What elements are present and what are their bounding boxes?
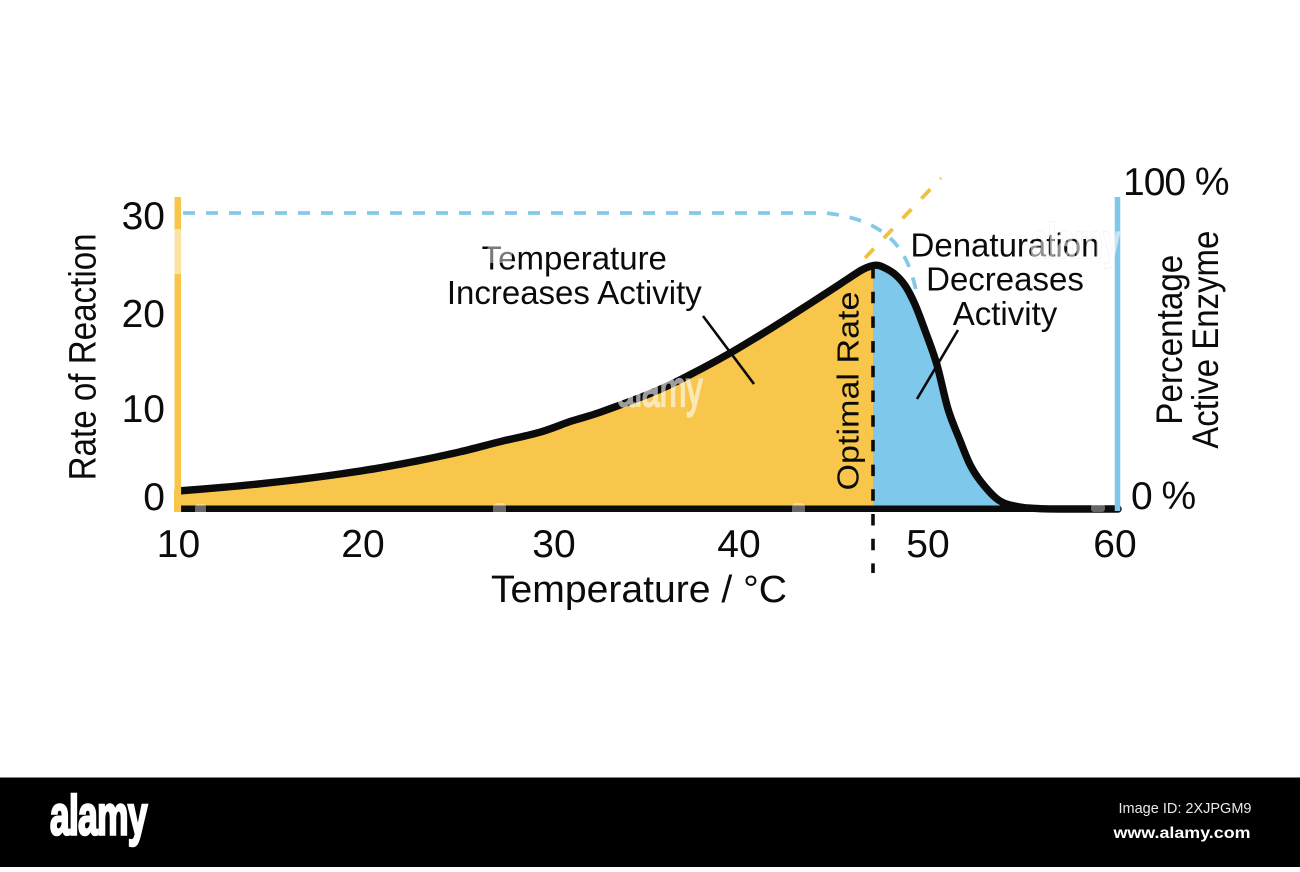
svg-text:20: 20 [122, 293, 165, 336]
svg-text:Temperature: Temperature [482, 239, 667, 276]
svg-text:Increases Activity: Increases Activity [447, 274, 702, 311]
svg-text:Activity: Activity [953, 295, 1058, 332]
svg-text:30: 30 [532, 523, 575, 566]
svg-text:Denaturation: Denaturation [911, 227, 1100, 264]
svg-text:50: 50 [906, 523, 949, 566]
svg-text:0 %: 0 % [1131, 475, 1196, 518]
svg-text:60: 60 [1093, 523, 1136, 566]
svg-text:Rate of Reaction: Rate of Reaction [62, 233, 104, 480]
svg-text:alamy: alamy [617, 361, 702, 417]
svg-text:Temperature / °C: Temperature / °C [491, 569, 787, 611]
svg-text:100 %: 100 % [1123, 161, 1229, 204]
svg-text:Optimal Rate: Optimal Rate [832, 292, 866, 491]
svg-text:20: 20 [341, 523, 384, 566]
svg-text:Percentage: Percentage [1149, 255, 1190, 425]
svg-text:10: 10 [157, 523, 200, 566]
svg-text:10: 10 [122, 388, 165, 431]
svg-text:alamy: alamy [1030, 213, 1121, 269]
svg-text:30: 30 [122, 195, 165, 238]
svg-text:40: 40 [717, 523, 760, 566]
svg-text:Active Enzyme: Active Enzyme [1185, 231, 1226, 449]
svg-text:0: 0 [143, 476, 165, 519]
svg-text:Image ID: 2XJPGM9: Image ID: 2XJPGM9 [1119, 801, 1252, 817]
svg-text:Decreases: Decreases [926, 261, 1084, 298]
svg-text:alamy: alamy [50, 784, 147, 846]
svg-text:www.alamy.com: www.alamy.com [1112, 825, 1250, 842]
